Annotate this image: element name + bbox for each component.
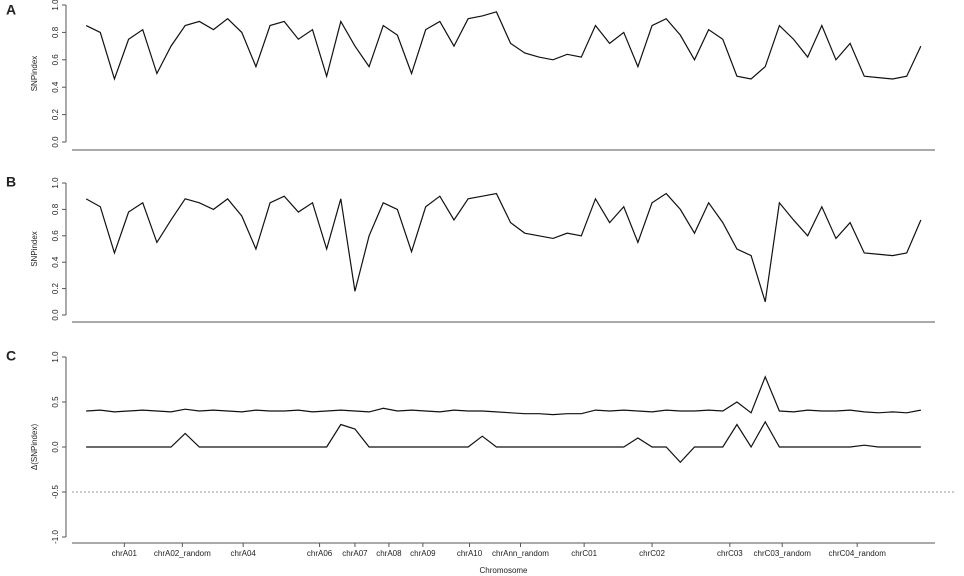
x-tick-label: chrC03 [717,549,743,558]
y-tick-label: 1.0 [51,0,60,11]
x-tick-label: chrC04_random [829,549,887,558]
data-line [85,11,922,81]
x-tick-label: chrA04 [231,549,257,558]
x-tick-label: chrA02_random [154,549,211,558]
x-tick-label: chrA08 [376,549,402,558]
y-tick-label: 0.8 [51,26,60,38]
y-axis-label: SNPindex [30,231,39,267]
y-tick-label: 0.0 [51,309,60,321]
data-line [86,420,921,464]
y-tick-label: 1.0 [51,177,60,189]
y-tick-label: 1.0 [51,351,60,363]
y-tick-label: -1.0 [51,530,60,544]
y-tick-label: 0.4 [51,81,60,93]
panel-label: C [6,348,16,364]
y-axis-label: SNPindex [30,56,39,92]
y-tick-label: 0.5 [51,396,60,408]
x-tick-label: chrC01 [571,549,597,558]
data-line [86,375,921,416]
x-tick-label: chrA06 [307,549,333,558]
y-tick-label: 0.8 [51,203,60,215]
panel-label: B [6,174,16,190]
y-tick-label: -0.5 [51,485,60,499]
y-axis-label: Δ(SNPindex) [30,424,39,471]
x-tick-label: chrA10 [457,549,483,558]
y-tick-label: 0.6 [51,54,60,66]
x-tick-label: chrA09 [410,549,436,558]
y-tick-label: 0.6 [51,230,60,242]
x-axis-label: Chromosome [479,566,528,575]
panel-label: A [6,2,16,18]
y-tick-label: 0.0 [51,441,60,453]
x-tick-label: chrA01 [112,549,138,558]
x-tick-label: chrA07 [342,549,368,558]
y-tick-label: 0.2 [51,282,60,294]
y-tick-label: 0.4 [51,256,60,268]
data-line [85,192,922,302]
y-tick-label: 0.0 [51,136,60,148]
y-tick-label: 0.2 [51,108,60,120]
x-tick-label: chrC02 [639,549,665,558]
x-tick-label: chrAnn_random [492,549,549,558]
x-tick-label: chrC03_random [754,549,812,558]
